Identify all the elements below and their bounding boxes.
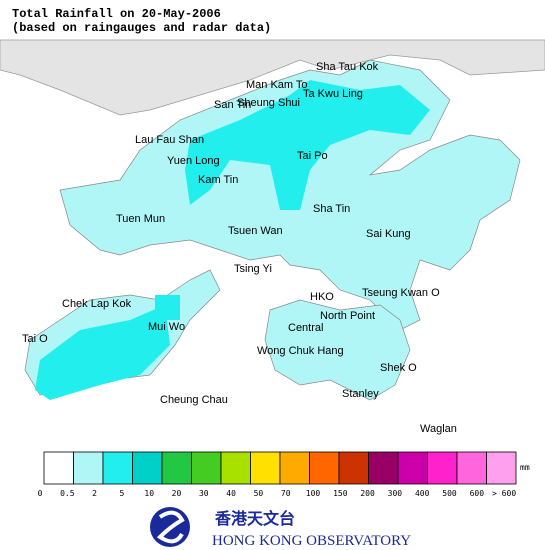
place-label: Mui Wo (148, 321, 185, 333)
place-label: Tai Po (297, 150, 328, 162)
legend-swatch (220, 451, 251, 485)
place-label: Wong Chuk Hang (257, 345, 344, 357)
legend-label: 300 (388, 489, 403, 498)
place-label: Ta Kwu Ling (303, 88, 363, 100)
legend-swatch (456, 451, 487, 485)
place-label: Yuen Long (167, 155, 220, 167)
title: Total Rainfall on 20-May-2006 (12, 7, 221, 21)
legend-label: 5 (119, 489, 124, 498)
place-label: Sha Tin (313, 203, 350, 215)
place-label: HKO (310, 291, 334, 303)
logo-english: HONG KONG OBSERVATORY (212, 533, 411, 549)
logo: 香港天文台 HONG KONG OBSERVATORY (150, 507, 411, 549)
legend: 0 0.5 2 5 10 20 30 40 50 70 100 150 200 300 400 500 600 >… (38, 451, 517, 498)
legend-label: 0 (38, 489, 43, 498)
legend-swatch (161, 451, 192, 485)
place-label: Lau Fau Shan (135, 134, 204, 146)
place-label: Stanley (342, 388, 379, 400)
place-label: Chek Lap Kok (62, 298, 132, 310)
legend-unit: mm (520, 463, 530, 472)
legend-swatch (73, 451, 104, 485)
hong-kong-island (264, 299, 411, 401)
heavy-rain-area (35, 305, 170, 400)
legend-label: 500 (442, 489, 457, 498)
place-label: Kam Tin (198, 174, 238, 186)
legend-swatch (309, 451, 340, 485)
legend-label: > 600 (492, 489, 516, 498)
place-label: Tai O (22, 333, 48, 345)
logo-swirl (156, 510, 185, 544)
legend-label: 200 (360, 489, 375, 498)
legend-label: 100 (306, 489, 321, 498)
place-label: Central (288, 322, 323, 334)
legend-swatch (132, 451, 163, 485)
legend-label: 0.5 (60, 489, 75, 498)
legend-swatch (368, 451, 399, 485)
place-label: Waglan (420, 423, 457, 435)
legend-swatch (397, 451, 428, 485)
heavy-rain-area (185, 80, 430, 210)
legend-label: 30 (199, 489, 209, 498)
legend-label: 400 (415, 489, 430, 498)
place-label: San Tin (214, 99, 251, 111)
legend-swatch (338, 451, 369, 485)
legend-swatch (250, 451, 281, 485)
place-label: Tsuen Wan (228, 225, 283, 237)
place-label: Sheung Shui (237, 97, 300, 109)
legend-label: 600 (470, 489, 485, 498)
legend-label: 50 (254, 489, 264, 498)
legend-label: 70 (281, 489, 291, 498)
place-label: Cheung Chau (160, 394, 228, 406)
heavy-rain-area (155, 295, 180, 320)
logo-chinese: 香港天文台 (214, 509, 295, 528)
legend-swatch (279, 451, 310, 485)
place-label: Tsing Yi (234, 263, 272, 275)
legend-swatch (191, 451, 222, 485)
place-label: Sai Kung (366, 228, 411, 240)
place-label: Man Kam To (246, 79, 308, 91)
place-label: Sha Tau Kok (316, 61, 379, 73)
subtitle: (based on raingauges and radar data) (12, 21, 271, 35)
mainland (0, 39, 545, 116)
legend-label: 10 (144, 489, 154, 498)
legend-label: 20 (172, 489, 182, 498)
legend-swatch (102, 451, 133, 485)
legend-swatch (427, 451, 458, 485)
place-label: Shek O (380, 362, 417, 374)
legend-swatch (43, 451, 74, 485)
legend-label: 2 (92, 489, 97, 498)
place-label: Tseung Kwan O (362, 287, 440, 299)
place-label: Tuen Mun (116, 213, 165, 225)
legend-label: 150 (333, 489, 348, 498)
legend-label: 40 (226, 489, 236, 498)
legend-swatch (486, 451, 517, 485)
place-label: North Point (320, 310, 375, 322)
